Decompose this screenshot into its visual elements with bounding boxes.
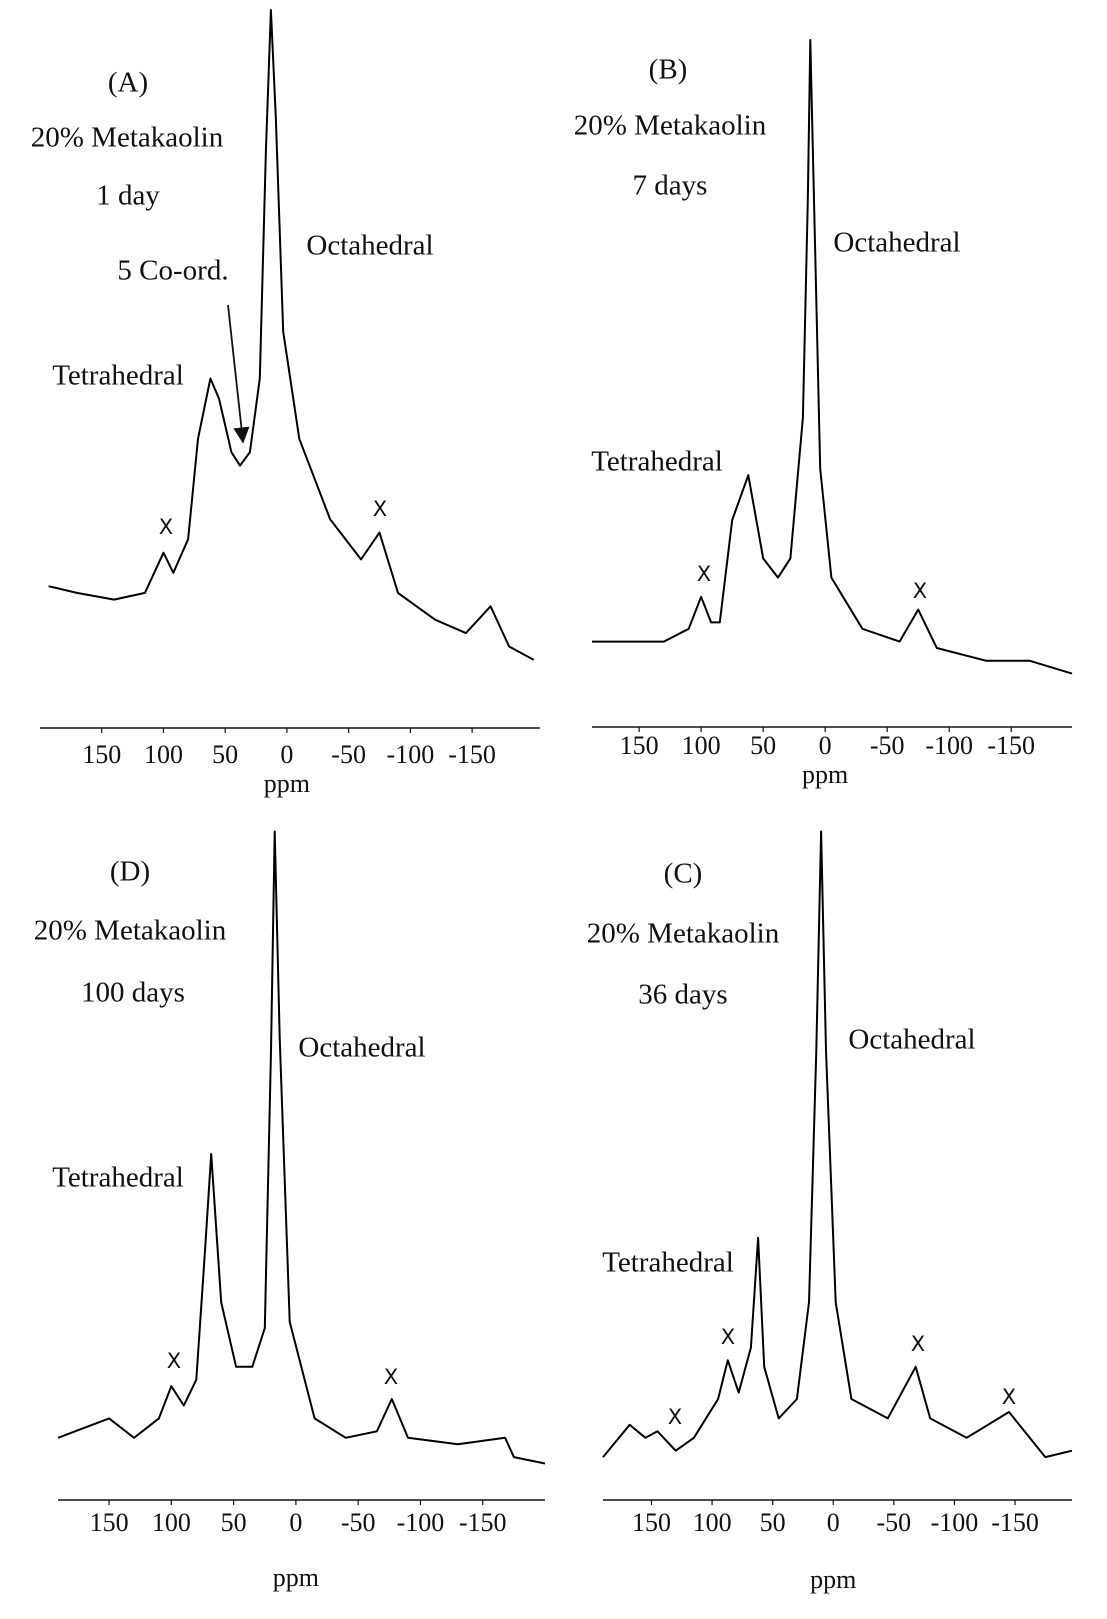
spectrum-line — [602, 830, 1073, 1459]
x-tick-label: -50 — [870, 731, 905, 760]
x-tick-label: -50 — [331, 740, 366, 769]
peak-marker: X — [721, 1325, 735, 1349]
spectrum-line — [57, 830, 546, 1465]
x-axis-label: ppm — [273, 1563, 319, 1592]
peak-marker: X — [697, 562, 711, 586]
x-tick-label: -50 — [341, 1508, 376, 1537]
x-axis-label: ppm — [810, 1565, 856, 1594]
x-tick-label: 0 — [289, 1508, 302, 1537]
x-tick-label: 50 — [221, 1508, 247, 1537]
peak-marker: X — [911, 1332, 925, 1356]
x-tick-label: -100 — [397, 1508, 445, 1537]
x-axis-label: ppm — [264, 769, 310, 798]
x-tick-label: -150 — [448, 740, 496, 769]
spectrum-line — [592, 39, 1073, 675]
peak-marker: X — [167, 1349, 181, 1373]
x-tick-label: 50 — [750, 731, 776, 760]
panel-title: (A) — [108, 67, 148, 99]
x-tick-label: 0 — [827, 1508, 840, 1537]
x-tick-label: 150 — [632, 1508, 671, 1537]
annotation: Tetrahedral — [52, 360, 184, 392]
panel-title: (B) — [649, 54, 688, 86]
annotation: Octahedral — [833, 227, 960, 259]
annotation: 100 days — [81, 977, 185, 1009]
x-tick-label: 100 — [152, 1508, 191, 1537]
x-axis-label: ppm — [802, 760, 848, 789]
annotation: 20% Metakaolin — [574, 110, 767, 142]
annotation: 7 days — [633, 170, 708, 202]
x-tick-label: 50 — [212, 740, 238, 769]
peak-marker: X — [1002, 1385, 1016, 1409]
x-tick-label: -150 — [987, 731, 1035, 760]
peak-marker: X — [668, 1405, 682, 1429]
peak-marker: X — [373, 497, 387, 521]
spectrum-line — [48, 9, 535, 661]
x-tick-label: 150 — [90, 1508, 129, 1537]
annotation: Tetrahedral — [591, 446, 723, 478]
x-tick-label: 50 — [760, 1508, 786, 1537]
x-tick-label: 100 — [144, 740, 183, 769]
x-tick-label: 100 — [693, 1508, 732, 1537]
peak-marker: X — [384, 1365, 398, 1389]
x-tick-label: -100 — [931, 1508, 979, 1537]
annotation: 20% Metakaolin — [34, 915, 227, 947]
panel-title: (C) — [664, 858, 703, 890]
x-tick-label: 150 — [82, 740, 121, 769]
x-tick-label: 0 — [819, 731, 832, 760]
annotation: Octahedral — [298, 1032, 425, 1064]
annotation: Tetrahedral — [52, 1162, 184, 1194]
x-tick-label: 100 — [682, 731, 721, 760]
x-tick-label: -50 — [877, 1508, 912, 1537]
x-tick-label: -150 — [991, 1508, 1039, 1537]
annotation: 36 days — [638, 979, 727, 1011]
annotation: Octahedral — [848, 1024, 975, 1056]
x-tick-label: -100 — [925, 731, 973, 760]
annotation: 20% Metakaolin — [587, 918, 780, 950]
x-tick-label: 150 — [620, 731, 659, 760]
annotation: Octahedral — [306, 230, 433, 262]
annotation: 5 Co-ord. — [117, 255, 228, 287]
peak-marker: X — [159, 515, 173, 539]
annotation: Tetrahedral — [602, 1247, 734, 1279]
annotation: 1 day — [96, 180, 160, 212]
annotation: 20% Metakaolin — [31, 122, 224, 154]
x-tick-label: 0 — [280, 740, 293, 769]
annotation-arrow — [227, 304, 250, 444]
peak-marker: X — [913, 579, 927, 603]
x-tick-label: -100 — [387, 740, 435, 769]
x-tick-label: -150 — [459, 1508, 507, 1537]
panel-title: (D) — [110, 856, 150, 888]
